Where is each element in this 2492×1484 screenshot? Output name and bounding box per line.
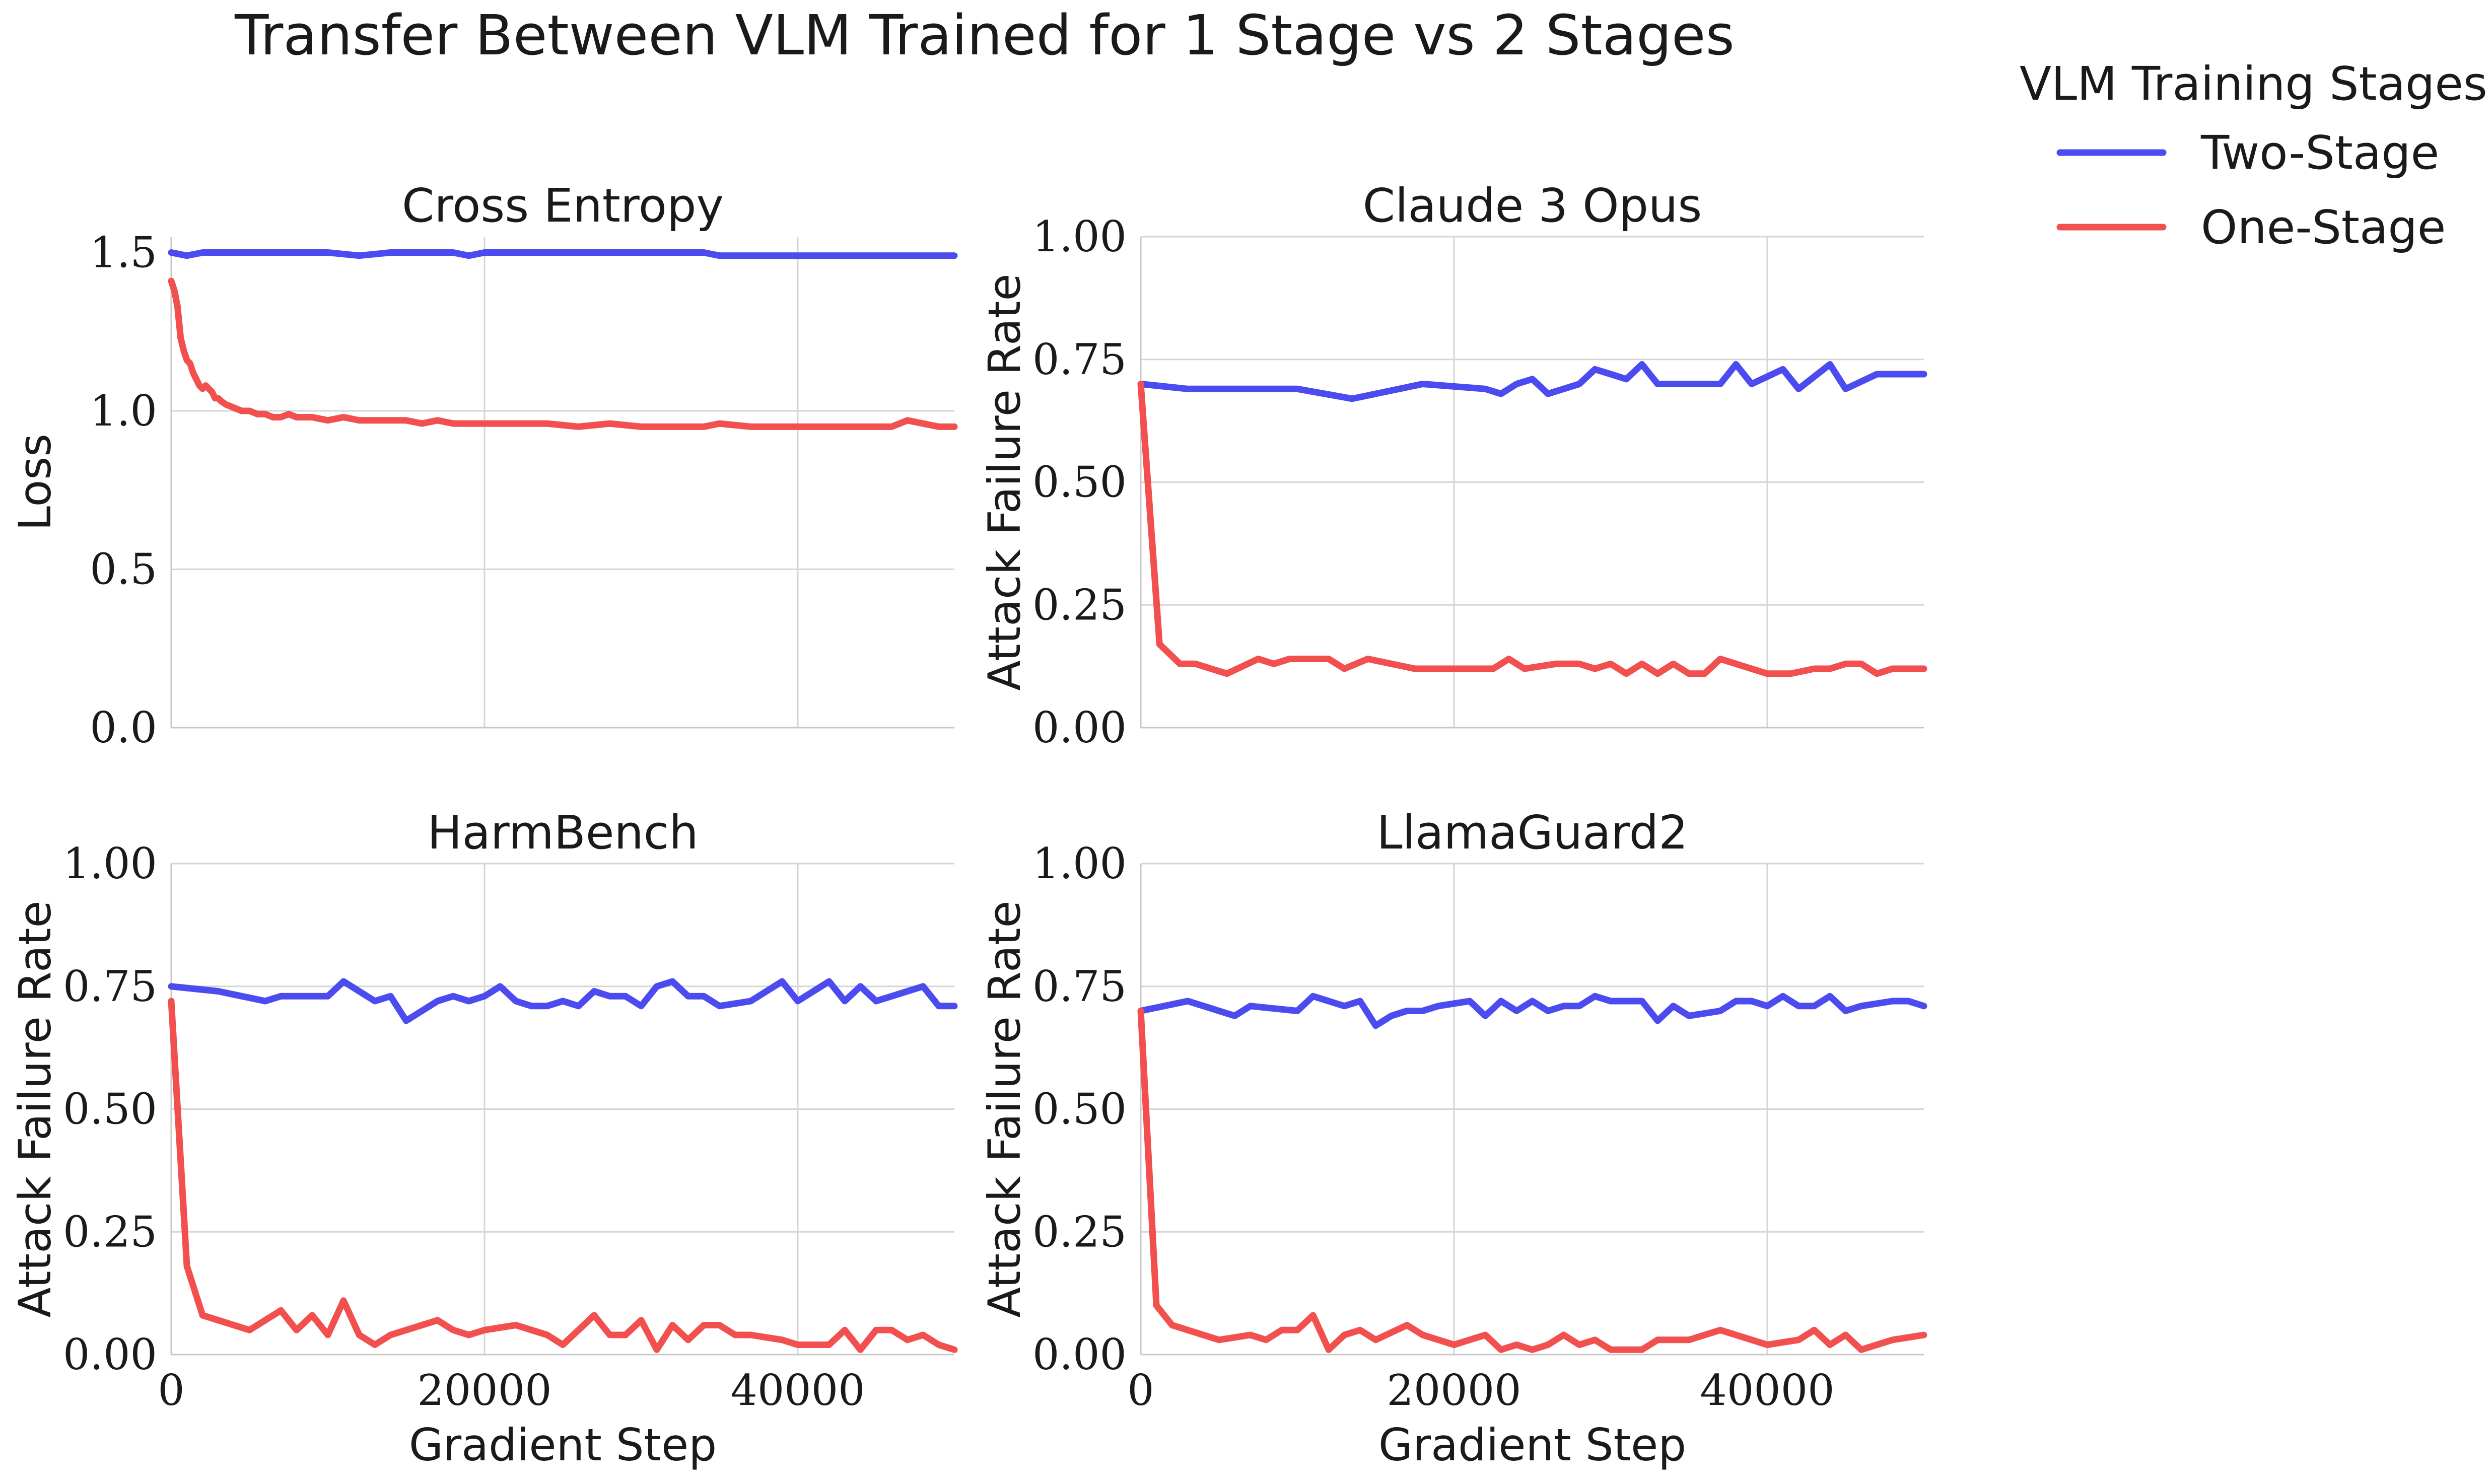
y-tick-label: 0.25 bbox=[1032, 1207, 1127, 1256]
subplot-harmbench: 0.00 0.25 0.50 0.75 1.00 0 20000 40000 HarmBench… bbox=[9, 806, 958, 1471]
series-line-one-stage bbox=[1137, 1008, 1927, 1353]
y-tick-label: 0.25 bbox=[63, 1207, 157, 1256]
x-tick-label: 40000 bbox=[730, 1366, 865, 1415]
series-line-two-stage bbox=[1137, 361, 1927, 402]
y-tick-label: 0.00 bbox=[1032, 1330, 1127, 1379]
series-line-one-stage bbox=[1137, 381, 1927, 677]
y-tick-label: 0.75 bbox=[1032, 962, 1127, 1011]
legend-label-one-stage: One-Stage bbox=[2201, 200, 2446, 254]
y-tick-label: 0.50 bbox=[1032, 458, 1127, 507]
y-axis-label: Attack Failure Rate bbox=[979, 273, 1030, 690]
subplot-claude-3-opus: 0.00 0.25 0.50 0.75 1.00 Claude 3 Opus Attack … bbox=[979, 179, 1927, 752]
y-tick-label: 0.50 bbox=[63, 1085, 157, 1134]
series-line-two-stage bbox=[168, 249, 958, 259]
x-tick-label: 20000 bbox=[417, 1366, 551, 1415]
y-tick-label: 1.0 bbox=[90, 386, 157, 436]
y-tick-label: 0.00 bbox=[1032, 703, 1127, 752]
x-tick-label: 0 bbox=[158, 1366, 184, 1415]
x-axis-label: Gradient Step bbox=[1378, 1419, 1686, 1471]
y-tick-label: 1.00 bbox=[1032, 839, 1127, 888]
y-tick-label: 0.00 bbox=[63, 1330, 157, 1379]
series-line-two-stage bbox=[168, 978, 958, 1024]
series-line-one-stage bbox=[168, 998, 958, 1353]
y-axis-label: Attack Failure Rate bbox=[9, 900, 61, 1317]
y-axis-label: Attack Failure Rate bbox=[979, 900, 1030, 1317]
x-axis-label: Gradient Step bbox=[409, 1419, 717, 1471]
subplot-title: Claude 3 Opus bbox=[1363, 179, 1702, 233]
y-tick-label: 0.0 bbox=[90, 703, 157, 752]
y-tick-label: 0.25 bbox=[1032, 580, 1127, 629]
series-line-one-stage bbox=[168, 277, 958, 430]
y-axis-label: Loss bbox=[9, 434, 61, 531]
y-tick-label: 0.75 bbox=[1032, 335, 1127, 384]
y-tick-label: 1.00 bbox=[63, 839, 157, 888]
legend: VLM Training Stages Two-Stage One-Stage bbox=[2020, 57, 2487, 254]
subplot-title: LlamaGuard2 bbox=[1376, 806, 1688, 860]
legend-label-two-stage: Two-Stage bbox=[2200, 126, 2439, 180]
subplot-title: HarmBench bbox=[427, 806, 698, 860]
series-line-two-stage bbox=[1137, 993, 1927, 1029]
figure-title: Transfer Between VLM Trained for 1 Stage… bbox=[234, 3, 1735, 67]
y-tick-label: 0.5 bbox=[90, 544, 157, 594]
x-tick-label: 20000 bbox=[1387, 1366, 1521, 1415]
y-tick-label: 1.5 bbox=[90, 228, 157, 277]
y-tick-label: 1.00 bbox=[1032, 212, 1127, 261]
subplot-title: Cross Entropy bbox=[402, 179, 724, 233]
x-tick-label: 0 bbox=[1127, 1366, 1154, 1415]
x-tick-label: 40000 bbox=[1700, 1366, 1834, 1415]
y-tick-label: 0.75 bbox=[63, 962, 157, 1011]
subplot-llamaguard2: 0.00 0.25 0.50 0.75 1.00 0 20000 40000 LlamaGuar… bbox=[979, 806, 1927, 1471]
y-tick-label: 0.50 bbox=[1032, 1085, 1127, 1134]
subplot-cross-entropy: 0.0 0.5 1.0 1.5 Cross Entropy Loss bbox=[9, 179, 958, 752]
legend-title: VLM Training Stages bbox=[2020, 57, 2487, 111]
